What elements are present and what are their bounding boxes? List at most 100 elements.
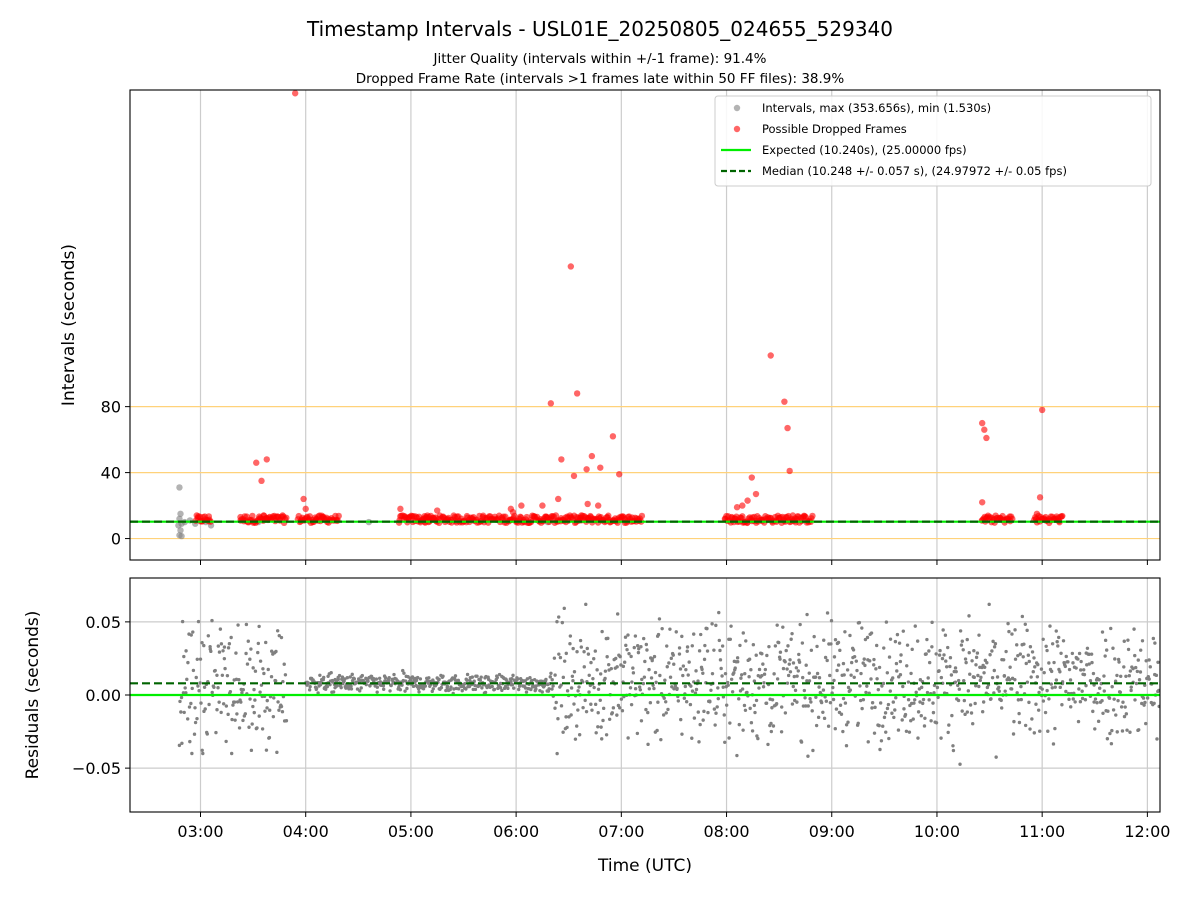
- residual-point: [858, 684, 862, 688]
- residual-point: [981, 700, 986, 704]
- residual-point: [604, 733, 609, 737]
- residual-point: [971, 722, 975, 726]
- residual-point: [203, 707, 207, 711]
- residual-point: [655, 728, 659, 733]
- x-tick-label: 09:00: [809, 822, 855, 841]
- residual-point: [976, 673, 980, 678]
- residual-point: [555, 751, 559, 756]
- residual-point: [886, 702, 891, 707]
- residual-point: [766, 742, 770, 747]
- residual-point: [804, 663, 808, 667]
- residual-point: [196, 684, 200, 688]
- residual-point: [201, 751, 205, 756]
- residual-point: [1054, 678, 1059, 682]
- residual-point: [639, 644, 643, 649]
- residual-point: [1028, 645, 1033, 649]
- residual-point: [510, 676, 514, 681]
- residual-point: [913, 624, 917, 628]
- residual-point: [569, 686, 574, 690]
- residual-point: [992, 691, 996, 695]
- residual-point: [947, 723, 951, 727]
- residual-point: [622, 660, 627, 664]
- residual-point: [776, 640, 781, 645]
- top-y-axis-label: Intervals (seconds): [59, 244, 79, 406]
- residual-point: [348, 675, 352, 679]
- residual-point: [663, 678, 667, 682]
- residual-point: [737, 722, 741, 727]
- residual-point: [347, 687, 351, 691]
- residual-point: [671, 653, 675, 657]
- residual-point: [381, 687, 386, 691]
- residual-point: [652, 654, 657, 659]
- residual-point: [605, 655, 609, 659]
- residual-point: [318, 673, 322, 677]
- residual-point: [660, 626, 664, 631]
- residual-point: [248, 657, 252, 661]
- residual-point: [1013, 657, 1018, 661]
- residual-point: [672, 687, 676, 691]
- residual-point: [577, 733, 582, 737]
- residual-point: [540, 690, 544, 694]
- residual-point: [1034, 702, 1038, 706]
- residual-point: [495, 675, 500, 680]
- residual-point: [930, 645, 934, 649]
- residual-point: [747, 657, 752, 661]
- residual-point: [587, 690, 591, 694]
- residuals-panel: 0.05 0.00 −0.05: [72, 577, 1161, 813]
- residual-point: [571, 678, 575, 683]
- residual-point: [565, 689, 570, 693]
- residual-point: [1015, 691, 1019, 695]
- residual-point: [916, 710, 921, 714]
- residual-point: [775, 623, 779, 627]
- residual-point: [801, 675, 805, 680]
- residual-point: [960, 639, 964, 643]
- residual-point: [855, 668, 859, 673]
- residual-point: [1032, 731, 1037, 735]
- residual-point: [1076, 719, 1081, 724]
- legend: Intervals, max (353.656s), min (1.530s) P…: [714, 95, 1152, 187]
- residual-point: [1157, 688, 1160, 693]
- residual-point: [325, 684, 330, 689]
- x-tick-label: 04:00: [283, 822, 329, 841]
- residual-point: [1097, 678, 1101, 682]
- residual-point: [529, 687, 533, 692]
- residual-point: [210, 618, 214, 623]
- residual-point: [618, 706, 622, 710]
- residual-point: [1030, 650, 1035, 654]
- residual-point: [657, 617, 662, 621]
- residual-point: [681, 664, 686, 668]
- residual-point: [1016, 698, 1021, 702]
- residual-point: [1087, 652, 1091, 656]
- residual-point: [222, 656, 227, 661]
- residual-point: [594, 731, 598, 735]
- residual-point: [656, 632, 661, 637]
- residual-point: [842, 673, 846, 677]
- residual-point: [635, 731, 640, 736]
- residual-point: [1053, 726, 1057, 731]
- residual-point: [824, 699, 829, 703]
- residual-point: [805, 612, 809, 617]
- residual-point: [215, 707, 219, 712]
- residual-point: [189, 701, 193, 706]
- residual-point: [596, 687, 601, 691]
- residual-point: [639, 719, 644, 723]
- residual-point: [682, 696, 687, 700]
- residual-point: [690, 689, 695, 693]
- residual-point: [1092, 700, 1096, 704]
- residual-point: [1018, 652, 1023, 656]
- residual-point: [557, 652, 561, 656]
- residual-point: [562, 659, 567, 663]
- residual-point: [781, 625, 785, 629]
- residual-point: [937, 669, 941, 673]
- residual-point: [581, 705, 585, 710]
- residual-point: [473, 687, 478, 692]
- dropped-frame-point: [260, 512, 267, 519]
- residual-point: [1019, 697, 1023, 702]
- residual-point: [894, 696, 898, 700]
- residual-point: [340, 675, 345, 679]
- residual-point: [951, 744, 955, 748]
- residual-point: [757, 667, 762, 672]
- residual-point: [583, 698, 587, 703]
- residual-point: [403, 679, 408, 683]
- residual-point: [775, 677, 780, 681]
